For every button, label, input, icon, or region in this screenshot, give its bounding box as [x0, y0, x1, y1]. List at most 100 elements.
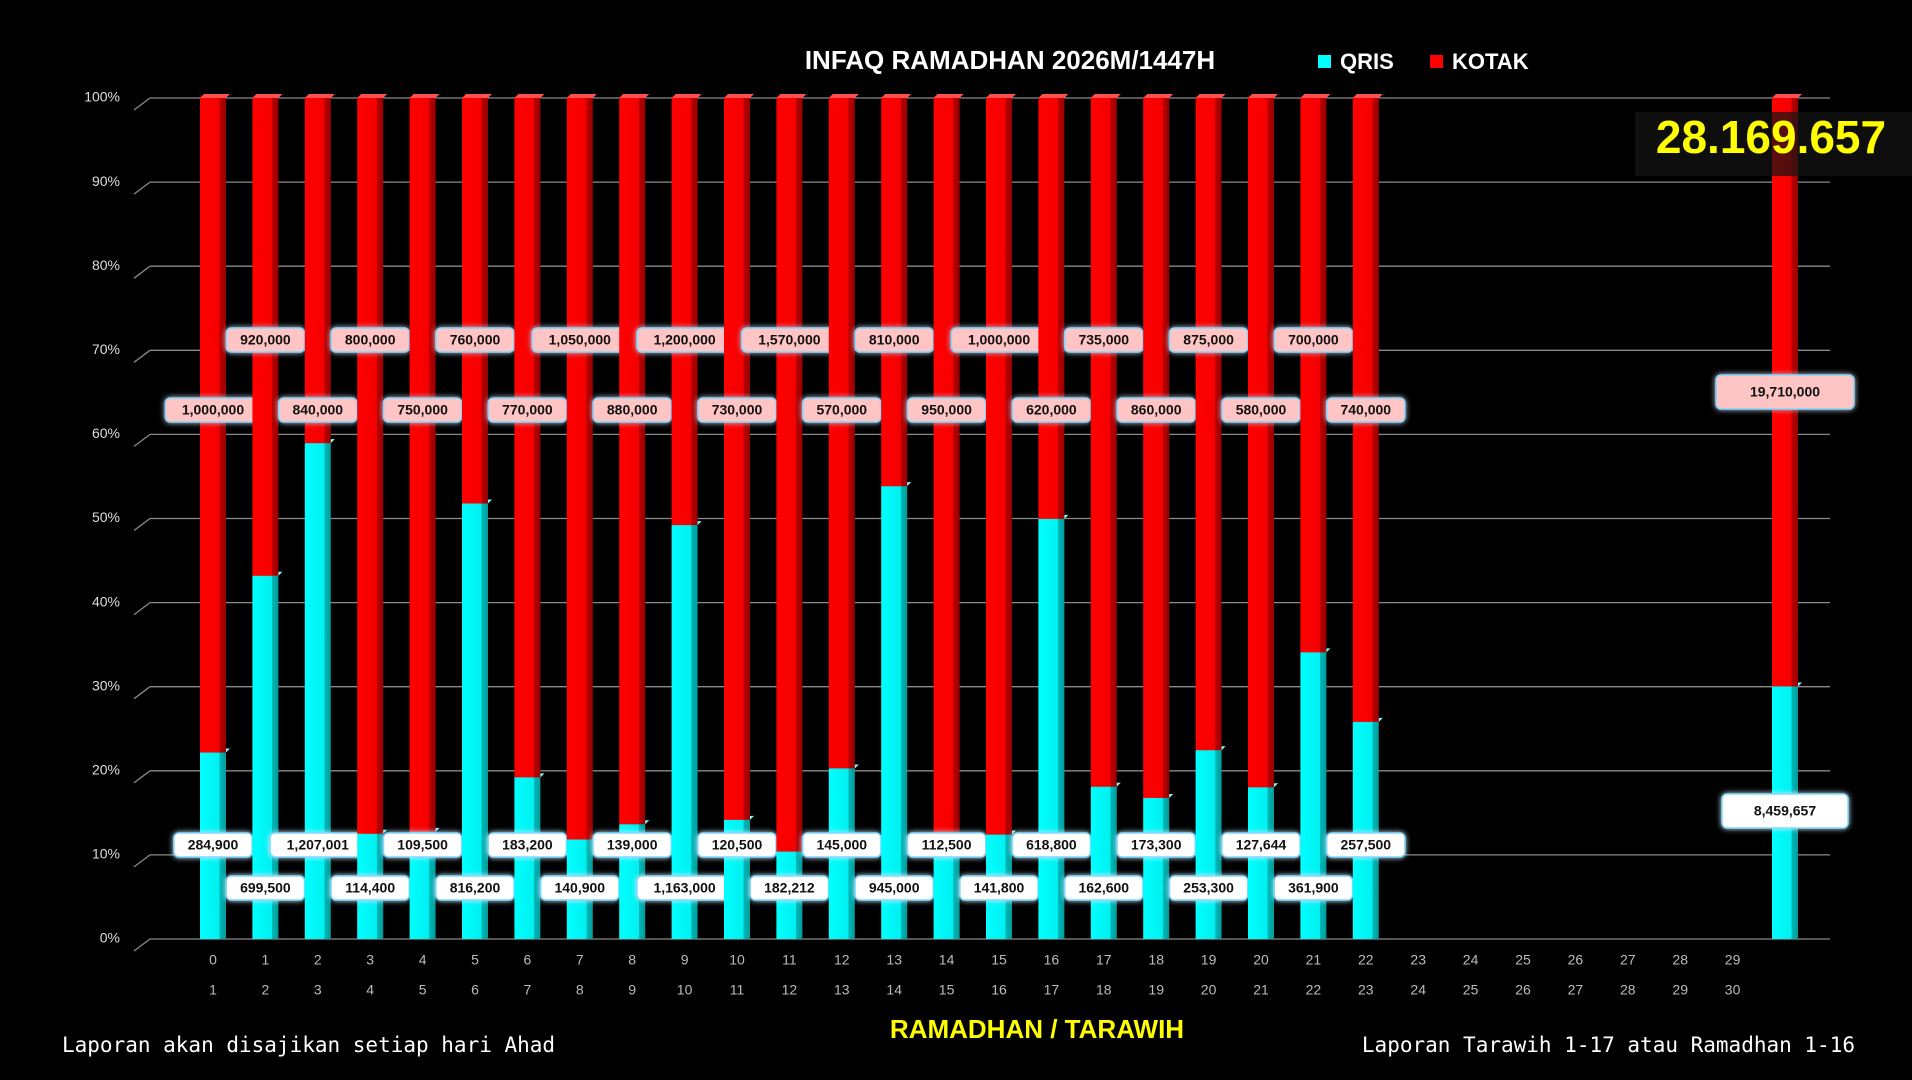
value-label-box [854, 875, 935, 901]
value-label-box [1168, 327, 1249, 353]
bar-segment [1352, 721, 1379, 939]
value-label-text: 1,000,000 [182, 402, 244, 418]
y-tick-label: 70% [92, 341, 120, 357]
value-label-text: 1,200,000 [653, 332, 715, 348]
bar-segment [828, 98, 855, 769]
value-label-box [1011, 397, 1092, 423]
bar-segment [462, 98, 488, 504]
value-label: 1,000,000 [164, 397, 262, 423]
y-tick-label: 100% [84, 89, 120, 105]
value-label: 141,800 [959, 875, 1039, 901]
value-label: 257,500 [1325, 832, 1406, 858]
value-label-box [330, 327, 411, 353]
grid-bevel [133, 854, 151, 868]
x-tick-label-secondary: 26 [1515, 982, 1531, 998]
value-label: 253,300 [1168, 875, 1249, 901]
value-label-text: 770,000 [502, 402, 553, 418]
x-tick-label-secondary: 12 [782, 982, 798, 998]
grid-bevel [133, 181, 151, 195]
bar-segment [881, 486, 908, 939]
x-tick-label-secondary: 15 [939, 982, 955, 998]
x-tick-label-secondary: 1 [209, 982, 217, 998]
total-label: 28.169.657 [1656, 111, 1886, 163]
value-label-box [382, 397, 463, 423]
value-label: 139,000 [592, 832, 673, 858]
total-backdrop [1635, 112, 1912, 176]
value-label-box [1063, 875, 1144, 901]
bar-segment [462, 503, 488, 939]
x-tick-label: 25 [1515, 952, 1531, 968]
bar-top [566, 94, 597, 98]
x-tick-label: 15 [991, 952, 1007, 968]
value-label-box [539, 875, 620, 901]
value-label-text: 1,050,000 [549, 332, 611, 348]
grid-bevel [133, 433, 151, 447]
value-label-text: 860,000 [1131, 402, 1182, 418]
x-tick-label: 20 [1253, 952, 1269, 968]
x-axis-label: RAMADHAN / TARAWIH [890, 1014, 1184, 1044]
x-tick-label: 24 [1463, 952, 1479, 968]
value-label-text: 1,207,001 [287, 837, 349, 853]
x-tick-label: 0 [209, 952, 217, 968]
bar-segment [357, 98, 384, 834]
x-tick-label: 16 [1044, 952, 1060, 968]
grid-bevel [133, 686, 151, 700]
value-label-box [592, 832, 673, 858]
value-label-box [225, 327, 306, 353]
value-label-text: 139,000 [607, 837, 658, 853]
value-label-text: 750,000 [397, 402, 448, 418]
y-tick-label: 30% [92, 677, 120, 693]
value-label-text: 120,500 [712, 837, 763, 853]
x-tick-label: 29 [1725, 952, 1741, 968]
bar-top [514, 94, 545, 98]
x-tick-label: 1 [262, 952, 270, 968]
value-label-box [854, 327, 935, 353]
value-label-text: 109,500 [397, 837, 448, 853]
value-label-text: 945,000 [869, 880, 920, 896]
value-label-box [435, 327, 515, 353]
bar-segment [514, 98, 541, 778]
value-label-text: 140,900 [554, 880, 605, 896]
bar-segment [1090, 98, 1117, 787]
bar-segment [933, 98, 960, 850]
value-label-box [1116, 397, 1197, 423]
value-label-box [906, 397, 987, 423]
x-tick-label: 3 [366, 952, 374, 968]
value-label-box [697, 397, 777, 423]
value-label-box [435, 875, 515, 901]
value-label: 730,000 [697, 397, 777, 423]
x-tick-label-secondary: 8 [576, 982, 584, 998]
grid-bevel [133, 938, 151, 952]
value-label-text: 182,212 [764, 880, 815, 896]
value-label-box [1168, 875, 1249, 901]
value-label: 1,570,000 [740, 327, 838, 353]
value-label-text: 920,000 [240, 332, 291, 348]
value-label-box [382, 832, 463, 858]
value-label: 1,207,001 [269, 832, 367, 858]
x-tick-label: 19 [1201, 952, 1217, 968]
x-tick-label: 13 [886, 952, 902, 968]
bar-top [671, 94, 702, 98]
footer-left: Laporan akan disajikan setiap hari Ahad [62, 1033, 555, 1057]
grid-bevel [133, 517, 151, 532]
value-label: 750,000 [382, 397, 463, 423]
value-label-text: 840,000 [292, 402, 343, 418]
value-label: 284,900 [173, 832, 253, 858]
value-label: 860,000 [1116, 397, 1197, 423]
x-tick-label-secondary: 14 [886, 982, 902, 998]
value-label: 140,900 [539, 875, 620, 901]
value-label: 950,000 [906, 397, 987, 423]
value-label-text: 127,644 [1236, 837, 1287, 853]
bar-segment [1248, 98, 1274, 788]
bar-top [409, 94, 440, 98]
bar-top [1300, 94, 1331, 98]
value-label: 840,000 [277, 397, 358, 423]
x-tick-label-secondary: 13 [834, 982, 850, 998]
value-label-box [1325, 832, 1406, 858]
value-label-box [487, 397, 568, 423]
x-tick-label: 17 [1096, 952, 1112, 968]
value-label-text: 580,000 [1236, 402, 1287, 418]
x-tick-label-secondary: 20 [1201, 982, 1217, 998]
x-tick-label-secondary: 17 [1044, 982, 1060, 998]
value-label-box [1715, 374, 1855, 410]
